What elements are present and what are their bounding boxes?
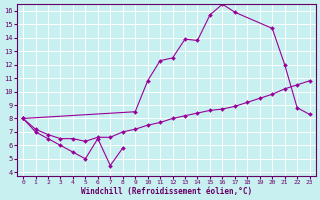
X-axis label: Windchill (Refroidissement éolien,°C): Windchill (Refroidissement éolien,°C) bbox=[81, 187, 252, 196]
